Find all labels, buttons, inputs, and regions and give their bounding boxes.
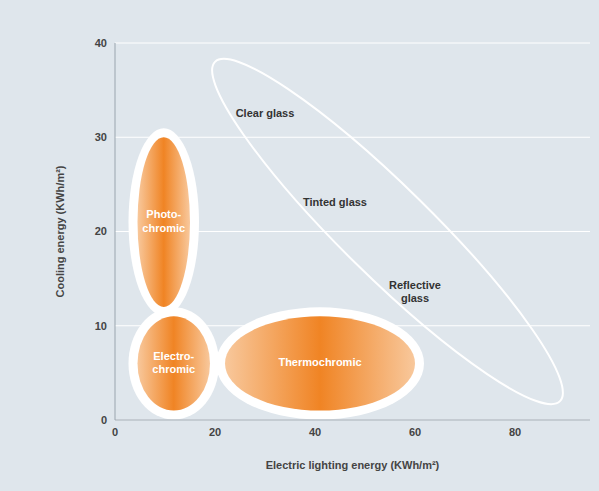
svg-text:Thermochromic: Thermochromic: [278, 356, 361, 368]
svg-text:60: 60: [409, 426, 421, 438]
svg-text:Cooling energy (KWh/m²): Cooling energy (KWh/m²): [54, 165, 66, 297]
svg-text:Tinted glass: Tinted glass: [303, 196, 367, 208]
svg-text:0: 0: [112, 426, 118, 438]
svg-text:Photo-chromic: Photo-chromic: [142, 208, 185, 233]
svg-text:40: 40: [309, 426, 321, 438]
svg-text:20: 20: [95, 225, 107, 237]
svg-text:30: 30: [95, 131, 107, 143]
svg-text:Reflectiveglass: Reflectiveglass: [389, 279, 441, 304]
svg-text:40: 40: [95, 37, 107, 49]
svg-text:10: 10: [95, 320, 107, 332]
svg-text:0: 0: [101, 414, 107, 426]
svg-text:Electro-chromic: Electro-chromic: [152, 350, 195, 375]
svg-text:Clear glass: Clear glass: [236, 107, 295, 119]
svg-text:Electric lighting energy (KWh/: Electric lighting energy (KWh/m²): [266, 459, 440, 471]
svg-text:20: 20: [209, 426, 221, 438]
svg-text:80: 80: [509, 426, 521, 438]
